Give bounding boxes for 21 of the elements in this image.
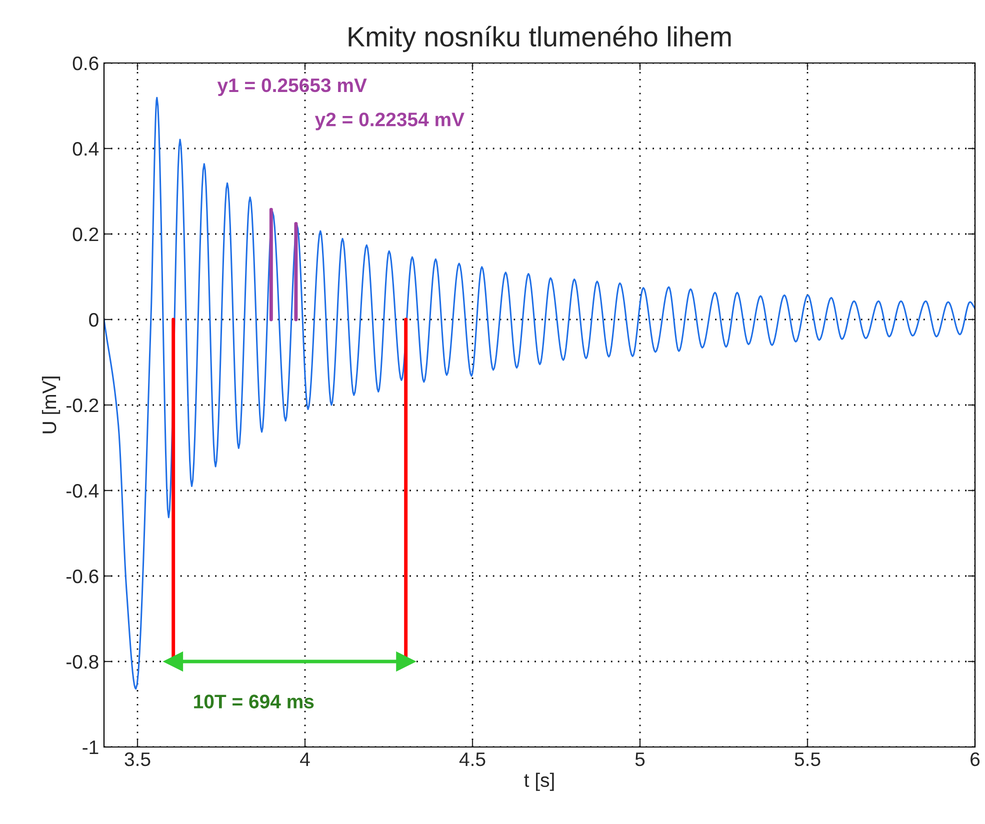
y-tick-label: -1	[82, 740, 98, 754]
x-tick-label: 5	[635, 752, 645, 766]
x-tick-label: 3.5	[124, 752, 150, 766]
y-tick-label: -0.4	[66, 484, 99, 498]
y-tick-label: 0.6	[72, 56, 98, 70]
x-tick-label: 4.5	[459, 752, 486, 766]
annotation: y2 = 0.22354 mV	[314, 112, 464, 130]
x-tick-label: 5.5	[794, 752, 820, 766]
x-tick-label: 4	[300, 752, 310, 766]
x-axis-title: t [s]	[524, 772, 554, 791]
y-tick-label: -0.2	[66, 398, 98, 412]
y-axis-title: U [mV]	[42, 376, 60, 434]
annotation: y1 = 0.25653 mV	[217, 78, 367, 96]
chart-title: Kmity nosníku tlumeného lihem	[348, 26, 731, 52]
annotation: 10T = 694 ms	[194, 694, 314, 708]
y-tick-label: 0	[89, 312, 98, 327]
y-tick-label: 0.2	[72, 227, 98, 242]
y-tick-label: -0.8	[66, 654, 98, 669]
y-tick-label: -0.6	[66, 569, 98, 584]
x-tick-label: 6	[970, 752, 980, 766]
y-tick-label: 0.4	[72, 142, 99, 156]
